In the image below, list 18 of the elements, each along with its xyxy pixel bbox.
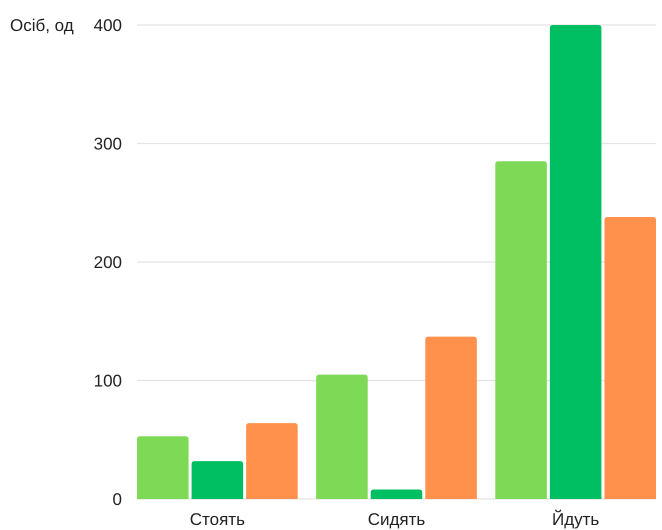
bar — [604, 216, 656, 499]
bar — [316, 374, 368, 499]
y-tick-label: 300 — [94, 134, 122, 154]
y-tick-label: 200 — [94, 252, 122, 272]
bar — [425, 336, 477, 499]
bar — [550, 25, 602, 499]
y-axis-title: Осіб, од — [10, 16, 74, 35]
bar — [192, 461, 244, 499]
bar — [246, 423, 298, 499]
x-tick-label: Сидять — [368, 510, 426, 529]
x-tick-label: Йдуть — [552, 508, 600, 529]
y-tick-label: 400 — [94, 16, 122, 35]
bar — [495, 161, 547, 499]
bar — [370, 490, 422, 499]
x-tick-label: Стоять — [190, 510, 246, 529]
y-tick-label: 100 — [94, 371, 122, 390]
bar — [137, 436, 189, 499]
y-tick-label: 0 — [112, 490, 122, 509]
